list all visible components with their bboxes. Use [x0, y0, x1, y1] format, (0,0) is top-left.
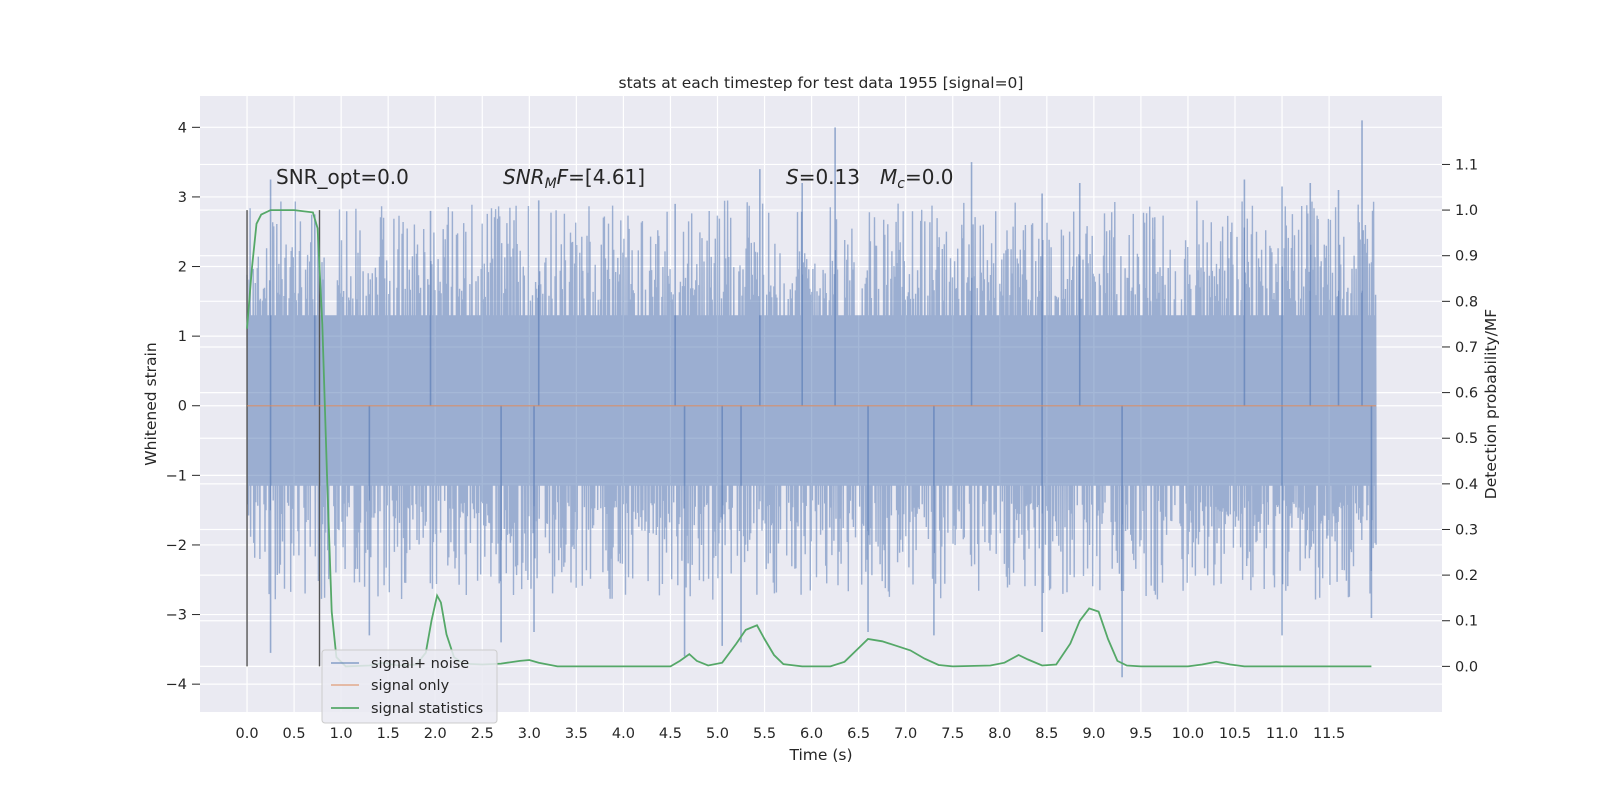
- y-tick-label: −1: [166, 468, 187, 484]
- y2-tick-label: 0.3: [1455, 522, 1478, 538]
- y2-tick-label: 0.2: [1455, 568, 1478, 584]
- y2-tick-label: 1.1: [1455, 157, 1478, 173]
- x-tick-label: 7.5: [941, 726, 964, 742]
- signal-noise-series: [246, 120, 1377, 678]
- x-tick-label: 10.5: [1219, 726, 1251, 742]
- y2-tick-label: 0.0: [1455, 659, 1478, 675]
- y2-axis-ticks: 1.1 1.0 0.9 0.8 0.7 0.6 0.5 0.4 0.3 0.2 0.1 0.0: [1442, 157, 1478, 675]
- x-tick-label: 3.0: [518, 726, 541, 742]
- y-tick-label: −3: [166, 608, 187, 624]
- y2-tick-label: 0.4: [1455, 477, 1478, 493]
- x-tick-label: 11.5: [1313, 726, 1345, 742]
- y-axis-label: Whitened strain: [142, 342, 160, 465]
- x-tick-label: 5.0: [706, 726, 729, 742]
- x-axis-label: Time (s): [788, 746, 852, 764]
- y2-tick-label: 0.5: [1455, 431, 1478, 447]
- legend: signal+ noise signal only signal statist…: [321, 649, 498, 724]
- y-axis-ticks: 4 3 2 1 0 −1 −2 −3 −4: [166, 120, 200, 693]
- mc-annotation: Mc=0.0: [880, 165, 954, 192]
- x-tick-label: 11.0: [1266, 726, 1298, 742]
- x-tick-label: 2.0: [424, 726, 447, 742]
- y2-tick-label: 0.9: [1455, 249, 1478, 265]
- y-tick-label: −4: [166, 677, 187, 693]
- x-tick-label: 4.5: [659, 726, 682, 742]
- x-tick-label: 9.5: [1129, 726, 1152, 742]
- y-tick-label: 1: [178, 329, 187, 345]
- y2-tick-label: 0.7: [1455, 340, 1478, 356]
- x-tick-label: 9.0: [1082, 726, 1105, 742]
- y-tick-label: 4: [178, 120, 187, 136]
- y2-tick-label: 0.6: [1455, 386, 1478, 402]
- x-tick-label: 0.0: [236, 726, 259, 742]
- legend-box: [321, 649, 498, 724]
- y2-tick-label: 1.0: [1455, 203, 1478, 219]
- y2-tick-label: 0.1: [1455, 614, 1478, 630]
- x-tick-label: 2.5: [471, 726, 494, 742]
- x-tick-label: 7.0: [894, 726, 917, 742]
- y2-axis-label: Detection probability/MF: [1482, 309, 1500, 500]
- snr-opt-annotation: SNR_opt=0.0: [276, 165, 409, 189]
- x-tick-label: 1.0: [330, 726, 353, 742]
- x-tick-label: 4.0: [612, 726, 635, 742]
- x-tick-label: 10.0: [1172, 726, 1204, 742]
- s-annotation: S=0.13: [786, 165, 860, 189]
- y-tick-label: 3: [178, 190, 187, 206]
- marker-lines: [246, 210, 321, 667]
- x-axis-ticks: 0.0 0.5 1.0 1.5 2.0 2.5 3.0 3.5 4.0 4.5 5.0 5.5 6.0 6…: [236, 726, 1346, 742]
- x-tick-label: 8.5: [1035, 726, 1058, 742]
- y-tick-label: 2: [178, 260, 187, 276]
- y-tick-label: 0: [178, 399, 187, 415]
- chart-title: stats at each timestep for test data 195…: [619, 74, 1024, 92]
- x-tick-label: 6.0: [800, 726, 823, 742]
- x-tick-label: 0.5: [283, 726, 306, 742]
- x-tick-label: 8.0: [988, 726, 1011, 742]
- legend-label-signal-statistics: signal statistics: [371, 701, 483, 717]
- legend-label-signal-only: signal only: [371, 678, 450, 694]
- x-tick-label: 6.5: [847, 726, 870, 742]
- legend-label-signal-noise: signal+ noise: [371, 656, 469, 672]
- y2-tick-label: 0.8: [1455, 294, 1478, 310]
- signal-noise-trace: [246, 200, 1377, 600]
- x-tick-label: 3.5: [565, 726, 588, 742]
- x-tick-label: 5.5: [753, 726, 776, 742]
- y-tick-label: −2: [166, 538, 187, 554]
- x-tick-label: 1.5: [377, 726, 400, 742]
- snr-mf-annotation: SNRMF=[4.61]: [503, 165, 645, 192]
